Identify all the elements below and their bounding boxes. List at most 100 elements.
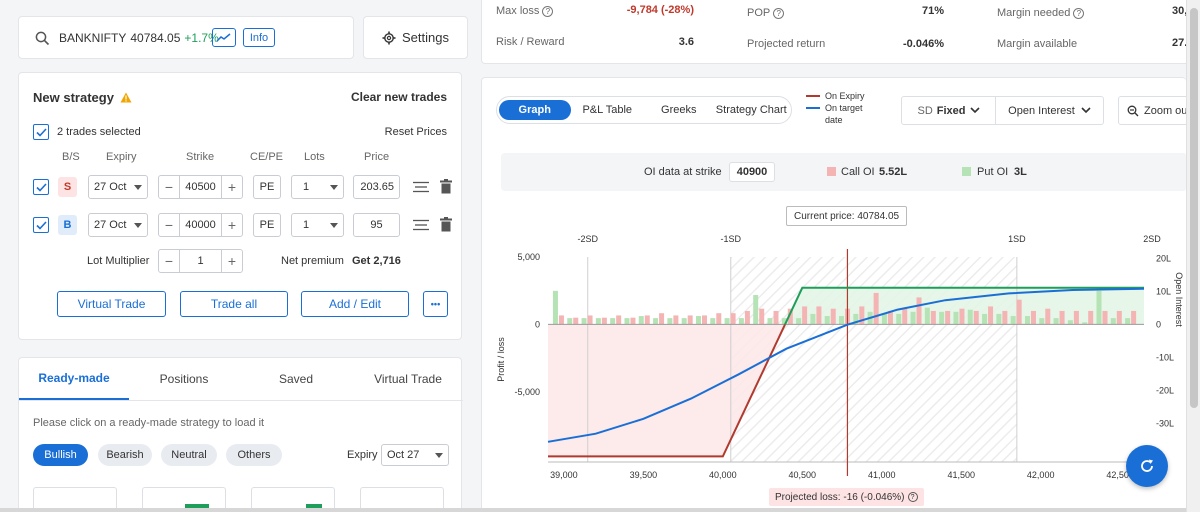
virtual-trade-button[interactable]: Virtual Trade — [57, 291, 166, 317]
trade-checkbox[interactable] — [33, 179, 49, 195]
price-input[interactable]: 95 — [353, 213, 400, 237]
oi-strip: OI data at strike 40900 Call OI 5.52L Pu… — [501, 153, 1187, 191]
tab-positions[interactable]: Positions — [159, 372, 209, 386]
trash-icon[interactable] — [440, 217, 452, 232]
call-oi-bar — [988, 306, 994, 325]
tab-greeks[interactable]: Greeks — [661, 104, 697, 116]
plus-icon[interactable]: + — [227, 253, 237, 269]
option-type-field[interactable]: PE — [253, 213, 281, 237]
strategy-thumb[interactable] — [360, 487, 444, 512]
tab-saved[interactable]: Saved — [278, 372, 314, 386]
lot-multiplier-stepper[interactable]: −1 + — [158, 249, 243, 273]
header-bs: B/S — [62, 151, 80, 163]
drag-handle-icon[interactable] — [413, 219, 429, 231]
tab-ready-made[interactable]: Ready-made — [19, 358, 129, 400]
strike-stepper[interactable]: −40500 + — [158, 175, 243, 199]
page-scrollbar[interactable] — [1186, 0, 1200, 512]
plus-icon[interactable]: + — [227, 179, 237, 195]
expiry-dropdown[interactable]: Oct 27 — [381, 444, 449, 466]
refresh-button[interactable] — [1126, 445, 1168, 487]
search-box[interactable]: BANKNIFTY 40784.05 +1.7% Info — [18, 16, 354, 59]
risk-reward-label: Risk / Reward — [496, 36, 565, 48]
oi-label: OI data at strike — [644, 166, 722, 178]
drag-handle-icon[interactable] — [413, 181, 429, 193]
expiry-line-loss — [548, 324, 786, 458]
check-icon — [35, 127, 47, 137]
margin-available-label: Margin available — [997, 38, 1078, 50]
search-icon — [35, 31, 50, 46]
info-button[interactable]: Info — [243, 28, 275, 47]
strike-stepper[interactable]: −40000 + — [158, 213, 243, 237]
lots-select[interactable]: 1 — [291, 175, 344, 199]
x-tick-label: 41,000 — [868, 470, 896, 480]
put-oi-bar — [939, 311, 945, 325]
help-icon[interactable]: ? — [773, 7, 785, 19]
header-lots: Lots — [304, 151, 325, 163]
filter-bullish[interactable]: Bullish — [33, 444, 88, 466]
bottom-scrollbar[interactable] — [0, 508, 1186, 512]
help-icon[interactable]: ? — [1073, 7, 1085, 19]
help-icon[interactable]: ? — [542, 5, 554, 17]
tab-strategy-chart[interactable]: Strategy Chart — [715, 104, 787, 116]
x-tick-label: 39,000 — [550, 470, 578, 480]
clear-new-trades-button[interactable]: Clear new trades — [350, 90, 447, 104]
filter-neutral[interactable]: Neutral — [161, 444, 217, 466]
trade-all-button[interactable]: Trade all — [180, 291, 288, 317]
x-tick-label: 40,500 — [789, 470, 817, 480]
strategy-thumb[interactable] — [33, 487, 117, 512]
plus-icon[interactable]: + — [227, 217, 237, 233]
call-oi-bar — [573, 317, 579, 325]
tab-virtual-trade[interactable]: Virtual Trade — [374, 372, 442, 386]
put-oi-bar — [796, 318, 802, 325]
filter-bearish[interactable]: Bearish — [98, 444, 152, 466]
call-oi-label: Call OI — [841, 166, 875, 178]
side-badge-sell[interactable]: S — [58, 177, 77, 197]
strategy-thumb[interactable] — [142, 487, 226, 512]
put-oi-bar — [1082, 322, 1088, 325]
x-tick-label: 41,500 — [947, 470, 975, 480]
trash-icon[interactable] — [440, 179, 452, 194]
lots-value: 1 — [303, 219, 310, 231]
reset-prices-link[interactable]: Reset Prices — [384, 126, 447, 138]
settings-label: Settings — [402, 30, 449, 45]
zoom-out-icon — [1127, 105, 1139, 116]
settings-button[interactable]: Settings — [363, 16, 468, 59]
put-oi-bar — [953, 311, 959, 325]
minus-icon[interactable]: − — [164, 253, 174, 269]
trade-row: B 27 Oct −40000 + PE 1 95 — [19, 213, 463, 237]
chart-trend-button[interactable] — [212, 28, 236, 47]
put-oi-bar — [595, 318, 601, 325]
price-input[interactable]: 203.65 — [353, 175, 400, 199]
tab-graph[interactable]: Graph — [499, 100, 571, 120]
x-tick-label: 42,000 — [1027, 470, 1055, 480]
put-oi-bar — [839, 316, 845, 325]
add-edit-button[interactable]: Add / Edit — [301, 291, 409, 317]
put-oi-bar — [724, 318, 730, 325]
expiry-select[interactable]: 27 Oct — [88, 175, 148, 199]
call-oi-bar — [716, 313, 722, 325]
scrollbar-thumb[interactable] — [1190, 8, 1198, 408]
minus-icon[interactable]: − — [164, 217, 174, 233]
zoom-label: Zoom ou — [1144, 104, 1188, 117]
oi-dropdown-label: Open Interest — [1008, 104, 1075, 117]
filter-others[interactable]: Others — [226, 444, 282, 466]
more-options-button[interactable]: ••• — [423, 291, 448, 317]
oi-dropdown[interactable]: Open Interest — [995, 96, 1104, 125]
call-oi-bar — [730, 313, 736, 325]
x-tick-label: 39,500 — [630, 470, 658, 480]
legend-swatch-expiry — [806, 95, 820, 97]
help-icon[interactable]: ? — [907, 492, 918, 502]
strategy-thumb[interactable] — [251, 487, 335, 512]
side-badge-buy[interactable]: B — [58, 215, 77, 235]
option-type-field[interactable]: PE — [253, 175, 281, 199]
lots-select[interactable]: 1 — [291, 213, 344, 237]
put-oi-bar — [924, 307, 930, 325]
y2-tick-label: -30L — [1156, 418, 1174, 428]
expiry-select[interactable]: 27 Oct — [88, 213, 148, 237]
minus-icon[interactable]: − — [164, 179, 174, 195]
sd-dropdown[interactable]: SD Fixed — [901, 96, 996, 125]
select-all-checkbox[interactable] — [33, 124, 49, 140]
trade-checkbox[interactable] — [33, 217, 49, 233]
tab-pl-table[interactable]: P&L Table — [582, 104, 633, 116]
put-oi-bar — [1039, 318, 1045, 325]
